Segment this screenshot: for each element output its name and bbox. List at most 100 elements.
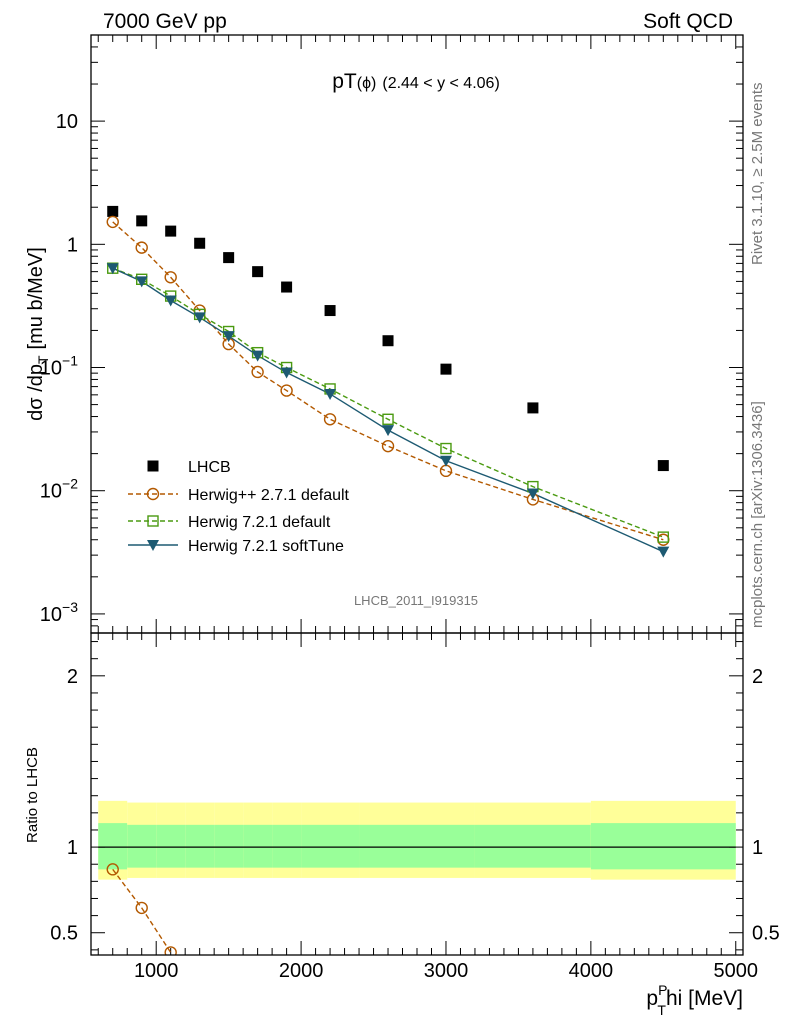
ratio-axes: 0.5 0.5 1 1 2 2 1000 2000 3000 4000 5000 bbox=[50, 633, 780, 982]
data-point bbox=[194, 237, 206, 249]
y-tick-label: 1 bbox=[67, 234, 78, 256]
main-series bbox=[106, 205, 670, 558]
ratio-y-tick-label-right: 0.5 bbox=[752, 923, 780, 945]
data-point bbox=[323, 413, 337, 426]
y-tick-label: 10 bbox=[56, 111, 78, 133]
ratio-series-line bbox=[112, 868, 172, 953]
x-axis-label: pP Thi [MeV] bbox=[646, 982, 743, 1018]
inner-band-segment bbox=[98, 823, 128, 870]
data-point bbox=[440, 363, 452, 375]
legend-marker bbox=[147, 515, 159, 527]
legend-label: LHCB bbox=[188, 459, 231, 476]
legend: LHCB Herwig++ 2.7.1 default Herwig 7.2.1 d… bbox=[128, 459, 350, 555]
main-y-axis-label: dσ /dpT [mu b/MeV] bbox=[25, 247, 51, 421]
data-point bbox=[439, 464, 453, 478]
inner-band-segment bbox=[214, 824, 244, 868]
x-label-p: p bbox=[646, 987, 658, 1010]
ratio-y-axis-label: Ratio to LHCB bbox=[24, 747, 41, 843]
data-point bbox=[193, 312, 206, 324]
data-point bbox=[324, 305, 336, 317]
data-point bbox=[382, 425, 395, 437]
data-point bbox=[281, 281, 293, 293]
legend-label: Herwig 7.2.1 softTune bbox=[188, 538, 344, 555]
data-point bbox=[164, 271, 177, 284]
mcplots-label: mcplots.cern.ch [arXiv:1306.3436] bbox=[749, 401, 766, 628]
plot-title: pT(ϕ) (2.44 < y < 4.06) bbox=[332, 70, 500, 93]
inner-band-segment bbox=[590, 823, 736, 870]
data-point bbox=[252, 266, 264, 278]
inner-band-segment bbox=[272, 824, 302, 868]
x-tick-label: 2000 bbox=[279, 960, 324, 982]
inner-band-segment bbox=[417, 824, 475, 868]
inner-band-segment bbox=[243, 824, 273, 868]
ratio-y-tick-label-right: 2 bbox=[752, 666, 763, 688]
data-point bbox=[251, 365, 264, 379]
data-point bbox=[106, 215, 119, 229]
data-point bbox=[657, 531, 670, 543]
data-point bbox=[164, 295, 177, 307]
ratio-y-tick-label-left: 1 bbox=[67, 837, 78, 859]
main-y-label-sub: T bbox=[35, 355, 51, 364]
data-point bbox=[657, 460, 669, 472]
ratio-data-point bbox=[135, 901, 148, 915]
data-point bbox=[439, 455, 452, 467]
legend-marker bbox=[147, 460, 159, 472]
data-point bbox=[135, 276, 148, 288]
legend-label: Herwig 7.2.1 default bbox=[188, 514, 331, 531]
x-tick-label: 3000 bbox=[424, 960, 469, 982]
inner-band-segment bbox=[185, 824, 215, 868]
inner-band-segment bbox=[474, 824, 591, 868]
data-point bbox=[222, 331, 235, 343]
data-point bbox=[381, 439, 395, 453]
analysis-id-label: LHCB_2011_I919315 bbox=[354, 593, 478, 608]
main-y-label-main: dσ /dp bbox=[25, 364, 47, 421]
header-right-label: Soft QCD bbox=[643, 10, 733, 33]
inner-band-segment bbox=[156, 824, 186, 868]
data-point bbox=[382, 335, 394, 347]
data-point bbox=[251, 350, 264, 362]
x-tick-label: 1000 bbox=[134, 960, 179, 982]
x-label-sup: P bbox=[658, 982, 667, 998]
data-point bbox=[165, 225, 177, 237]
data-point bbox=[527, 402, 539, 414]
data-point bbox=[657, 546, 670, 558]
legend-marker bbox=[147, 540, 159, 551]
inner-band-segment bbox=[127, 824, 157, 868]
x-tick-label: 4000 bbox=[569, 960, 614, 982]
data-point bbox=[223, 252, 235, 264]
ratio-frame bbox=[90, 632, 744, 956]
data-point bbox=[280, 384, 293, 397]
data-point bbox=[382, 413, 394, 425]
ratio-data-point bbox=[106, 863, 119, 876]
main-axes: 10 1 10−1 10−2 10−3 bbox=[40, 34, 743, 634]
data-point bbox=[526, 488, 539, 500]
plot-title-main: pT bbox=[332, 70, 357, 93]
legend-marker bbox=[146, 487, 160, 501]
ratio-y-tick-label-left: 2 bbox=[67, 666, 78, 688]
y-tick-label: 10−1 bbox=[40, 353, 78, 380]
inner-band-segment bbox=[301, 824, 360, 868]
x-label-sub: T bbox=[657, 1002, 666, 1018]
data-point bbox=[324, 388, 337, 400]
data-point bbox=[135, 241, 148, 254]
series-line bbox=[112, 221, 664, 541]
plot-title-phi: (ϕ) bbox=[357, 75, 377, 92]
rivet-label: Rivet 3.1.10, ≥ 2.5M events bbox=[749, 83, 766, 266]
data-point bbox=[107, 205, 119, 217]
data-point bbox=[106, 263, 119, 275]
x-tick-label: 5000 bbox=[714, 960, 759, 982]
data-point bbox=[136, 215, 148, 227]
data-point bbox=[280, 367, 293, 379]
inner-band-segment bbox=[359, 824, 417, 868]
y-tick-label: 10−3 bbox=[40, 599, 78, 626]
legend-label: Herwig++ 2.7.1 default bbox=[188, 487, 350, 504]
x-label-rest: hi [MeV] bbox=[666, 987, 743, 1010]
header-left-label: 7000 GeV pp bbox=[103, 10, 227, 33]
plot-title-range: (2.44 < y < 4.06) bbox=[382, 75, 499, 92]
ratio-y-tick-label-left: 0.5 bbox=[50, 923, 78, 945]
ratio-uncertainty-bands bbox=[98, 800, 736, 880]
ratio-y-tick-label-right: 1 bbox=[752, 837, 763, 859]
ratio-data-point bbox=[164, 946, 177, 955]
main-y-label-units: [mu b/MeV] bbox=[25, 247, 47, 349]
